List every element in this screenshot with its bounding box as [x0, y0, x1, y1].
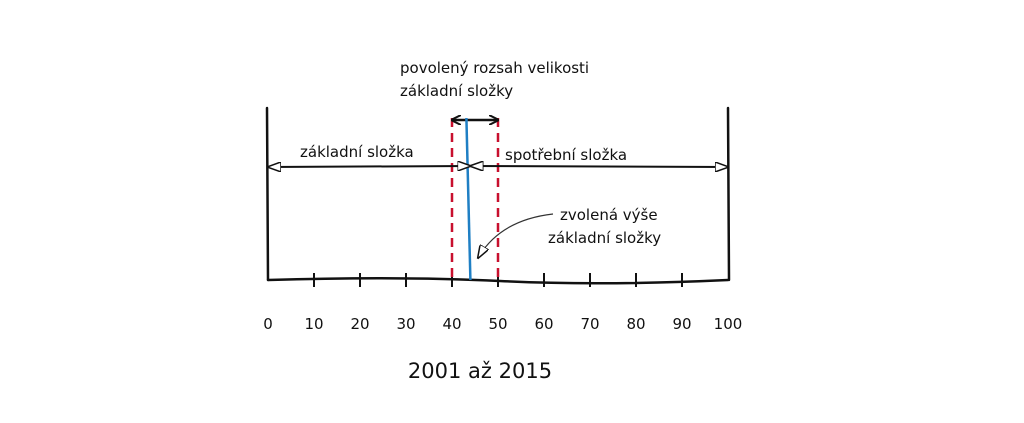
layer: 0 10 20 30 40 50 60 70 80 90 100 povolený rozsah ve…: [263, 59, 742, 383]
tick-label: 30: [396, 315, 415, 333]
tick-label: 60: [534, 315, 553, 333]
base-arrow: [268, 166, 470, 167]
range-label: základní složky: [400, 82, 513, 100]
tick-label: 10: [304, 315, 323, 333]
consumption-label: spotřební složka: [505, 146, 627, 164]
chosen-line: [465, 117, 472, 281]
tick-label: 40: [442, 315, 461, 333]
axis-line: [266, 276, 730, 285]
chosen-label: zvolená výše: [560, 206, 658, 224]
tick-label: 100: [714, 315, 743, 333]
tick-label: 80: [626, 315, 645, 333]
tick-label: 90: [672, 315, 691, 333]
left-bound: [265, 106, 270, 282]
pointer-arrow: [478, 213, 554, 258]
range-label: povolený rozsah velikosti: [400, 59, 589, 77]
tick-label: 70: [580, 315, 599, 333]
right-bound: [726, 106, 731, 282]
tick-label: 50: [488, 315, 507, 333]
tick-label: 0: [263, 315, 273, 333]
caption: 2001 až 2015: [408, 359, 552, 383]
chosen-label: základní složky: [548, 229, 661, 247]
base-label: základní složka: [300, 143, 414, 161]
consumption-arrow: [470, 166, 728, 167]
tick-label: 20: [350, 315, 369, 333]
